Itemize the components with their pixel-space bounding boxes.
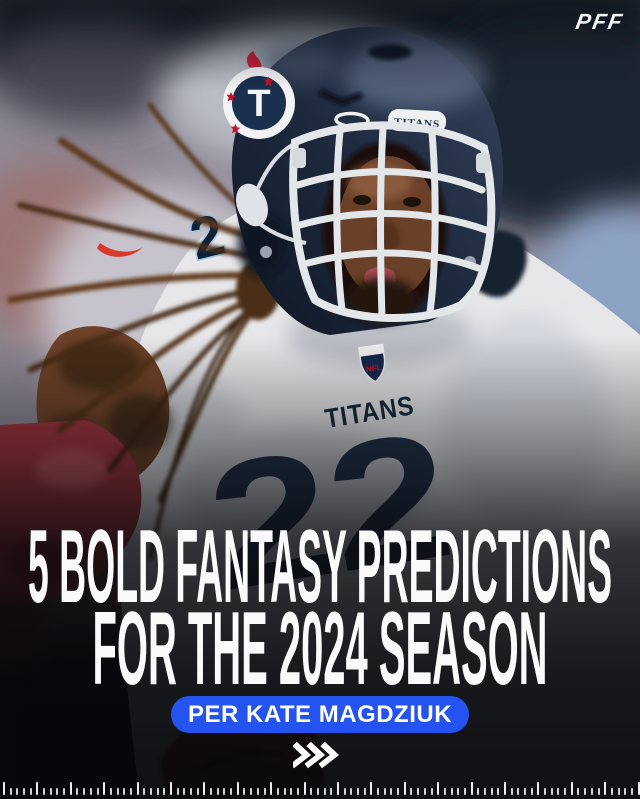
byline-pill: PER KATE MAGDZIUK [171, 696, 469, 733]
headline-line-1: 5 BOLD FANTASY PREDICTIONS [28, 516, 612, 625]
byline-label: PER KATE MAGDZIUK [187, 700, 453, 728]
chevrons-icon [290, 740, 347, 770]
bottom-ruler [0, 779, 640, 799]
top-shade [0, 0, 640, 90]
headline: 5 BOLD FANTASY PREDICTIONS FOR THE 2024 … [28, 516, 612, 706]
pff-logo: PFF [574, 9, 627, 34]
headline-line-2: FOR THE 2024 SEASON [93, 591, 548, 706]
